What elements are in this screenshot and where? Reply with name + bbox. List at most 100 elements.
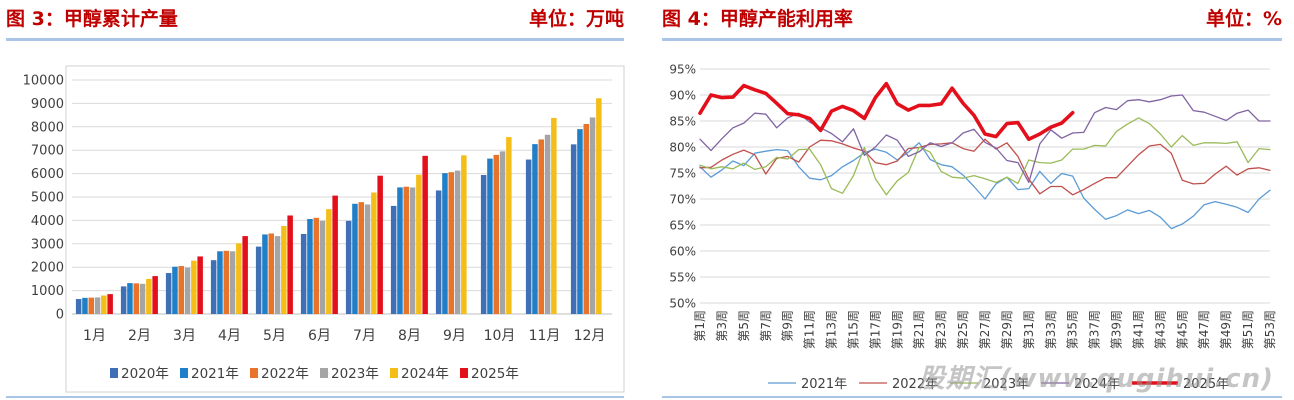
x-tick-label: 第9周 bbox=[781, 310, 795, 342]
bar bbox=[525, 159, 532, 314]
x-tick-label: 12月 bbox=[574, 328, 606, 344]
y-tick-label: 3000 bbox=[31, 237, 64, 252]
bar bbox=[589, 117, 596, 314]
bar bbox=[371, 192, 377, 314]
bar bbox=[352, 203, 358, 314]
header-rule bbox=[6, 38, 624, 41]
bar bbox=[313, 217, 319, 314]
x-tick-label: 1月 bbox=[83, 328, 106, 344]
x-tick-label: 第15周 bbox=[846, 310, 860, 349]
y-tick-label: 10000 bbox=[23, 74, 64, 89]
header-rule bbox=[662, 38, 1282, 41]
bar bbox=[551, 117, 557, 315]
bar bbox=[390, 205, 397, 314]
bar bbox=[403, 186, 409, 314]
legend-swatch bbox=[390, 368, 398, 378]
legend-label: 2020年 bbox=[121, 366, 169, 382]
bar bbox=[397, 187, 403, 314]
bar bbox=[82, 297, 88, 314]
bar bbox=[139, 283, 146, 314]
bar bbox=[319, 220, 326, 314]
bar bbox=[345, 220, 352, 314]
bar bbox=[506, 137, 512, 314]
x-tick-label: 第3周 bbox=[715, 310, 729, 342]
bar bbox=[358, 202, 364, 314]
x-tick-label: 第29周 bbox=[1000, 310, 1014, 349]
figure-title: 图 3：甲醇累计产量 bbox=[6, 8, 178, 30]
bar bbox=[499, 151, 506, 314]
figure-header: 图 3：甲醇累计产量 单位：万吨 bbox=[6, 4, 624, 32]
x-tick-label: 11月 bbox=[529, 328, 561, 344]
legend-label: 2024年 bbox=[1074, 377, 1120, 392]
y-tick-label: 75% bbox=[669, 167, 696, 181]
y-tick-label: 6000 bbox=[31, 167, 64, 182]
series-line bbox=[699, 117, 1271, 196]
x-tick-label: 第21周 bbox=[912, 310, 926, 349]
bar bbox=[262, 234, 268, 314]
bar bbox=[133, 283, 139, 314]
x-tick-label: 第39周 bbox=[1110, 310, 1124, 349]
legend-swatch bbox=[180, 368, 188, 378]
y-tick-label: 90% bbox=[669, 89, 696, 103]
bar bbox=[577, 129, 583, 314]
x-tick-label: 第17周 bbox=[868, 310, 882, 349]
bar bbox=[544, 134, 551, 314]
bar bbox=[583, 123, 589, 314]
legend-label: 2021年 bbox=[801, 377, 847, 392]
y-tick-label: 80% bbox=[669, 141, 696, 155]
bar bbox=[409, 187, 416, 314]
legend-swatch bbox=[460, 368, 468, 378]
x-tick-label: 第25周 bbox=[956, 310, 970, 349]
bar bbox=[217, 251, 223, 314]
x-tick-label: 第53周 bbox=[1263, 310, 1277, 349]
x-tick-label: 第49周 bbox=[1219, 310, 1233, 349]
bar bbox=[210, 260, 217, 314]
bar bbox=[178, 266, 184, 314]
y-tick-label: 65% bbox=[669, 219, 696, 233]
x-tick-label: 第47周 bbox=[1197, 310, 1211, 349]
bar bbox=[570, 144, 577, 314]
legend-label: 2022年 bbox=[892, 377, 938, 392]
y-tick-label: 9000 bbox=[31, 97, 64, 112]
bar bbox=[127, 283, 133, 314]
x-tick-label: 8月 bbox=[398, 328, 421, 344]
x-tick-label: 第11周 bbox=[803, 310, 817, 349]
x-tick-label: 4月 bbox=[218, 328, 241, 344]
bar bbox=[88, 297, 94, 314]
chart-panel-right: 图 4：甲醇产能利用率 单位：% 50% 55% 60% 65% 70% 75% 80% 85… bbox=[656, 0, 1294, 400]
bar-chart: 0 1000 2000 3000 4000 5000 6000 7000 8000 9000 100… bbox=[23, 65, 625, 393]
unit-label: 单位：万吨 bbox=[528, 8, 624, 30]
x-tick-label: 5月 bbox=[263, 328, 286, 344]
y-tick-label: 7000 bbox=[31, 144, 64, 159]
bar bbox=[75, 299, 82, 314]
x-tick-label: 第33周 bbox=[1044, 310, 1058, 349]
unit-label: 单位：% bbox=[1205, 8, 1282, 30]
legend-label: 2022年 bbox=[261, 366, 309, 382]
bar bbox=[422, 155, 428, 314]
legend-label: 2025年 bbox=[1183, 377, 1229, 392]
series-line bbox=[699, 138, 1271, 196]
figure-header: 图 4：甲醇产能利用率 单位：% bbox=[662, 4, 1282, 32]
bar bbox=[300, 233, 307, 314]
figure-title: 图 4：甲醇产能利用率 bbox=[662, 8, 853, 30]
bar bbox=[493, 154, 499, 314]
x-tick-label: 10月 bbox=[484, 328, 516, 344]
y-tick-label: 95% bbox=[669, 63, 696, 77]
series-line bbox=[698, 81, 1075, 141]
y-tick-label: 8000 bbox=[31, 120, 64, 135]
bar bbox=[172, 266, 178, 314]
x-tick-label: 第19周 bbox=[890, 310, 904, 349]
bar bbox=[223, 250, 229, 314]
bar bbox=[107, 294, 113, 314]
x-tick-label: 第35周 bbox=[1066, 310, 1080, 349]
bar bbox=[274, 236, 281, 314]
bar bbox=[281, 226, 287, 314]
bar bbox=[268, 233, 274, 314]
y-tick-label: 85% bbox=[669, 115, 696, 129]
x-tick-label: 第51周 bbox=[1241, 310, 1255, 349]
legend-swatch bbox=[110, 368, 118, 378]
bar bbox=[326, 209, 332, 314]
x-tick-label: 第5周 bbox=[737, 310, 751, 342]
legend-label: 2021年 bbox=[191, 366, 239, 382]
line-chart: 50%55%60%65%70%75%80%85%90%95%第1周 第3周 第5周第… bbox=[669, 63, 1277, 393]
